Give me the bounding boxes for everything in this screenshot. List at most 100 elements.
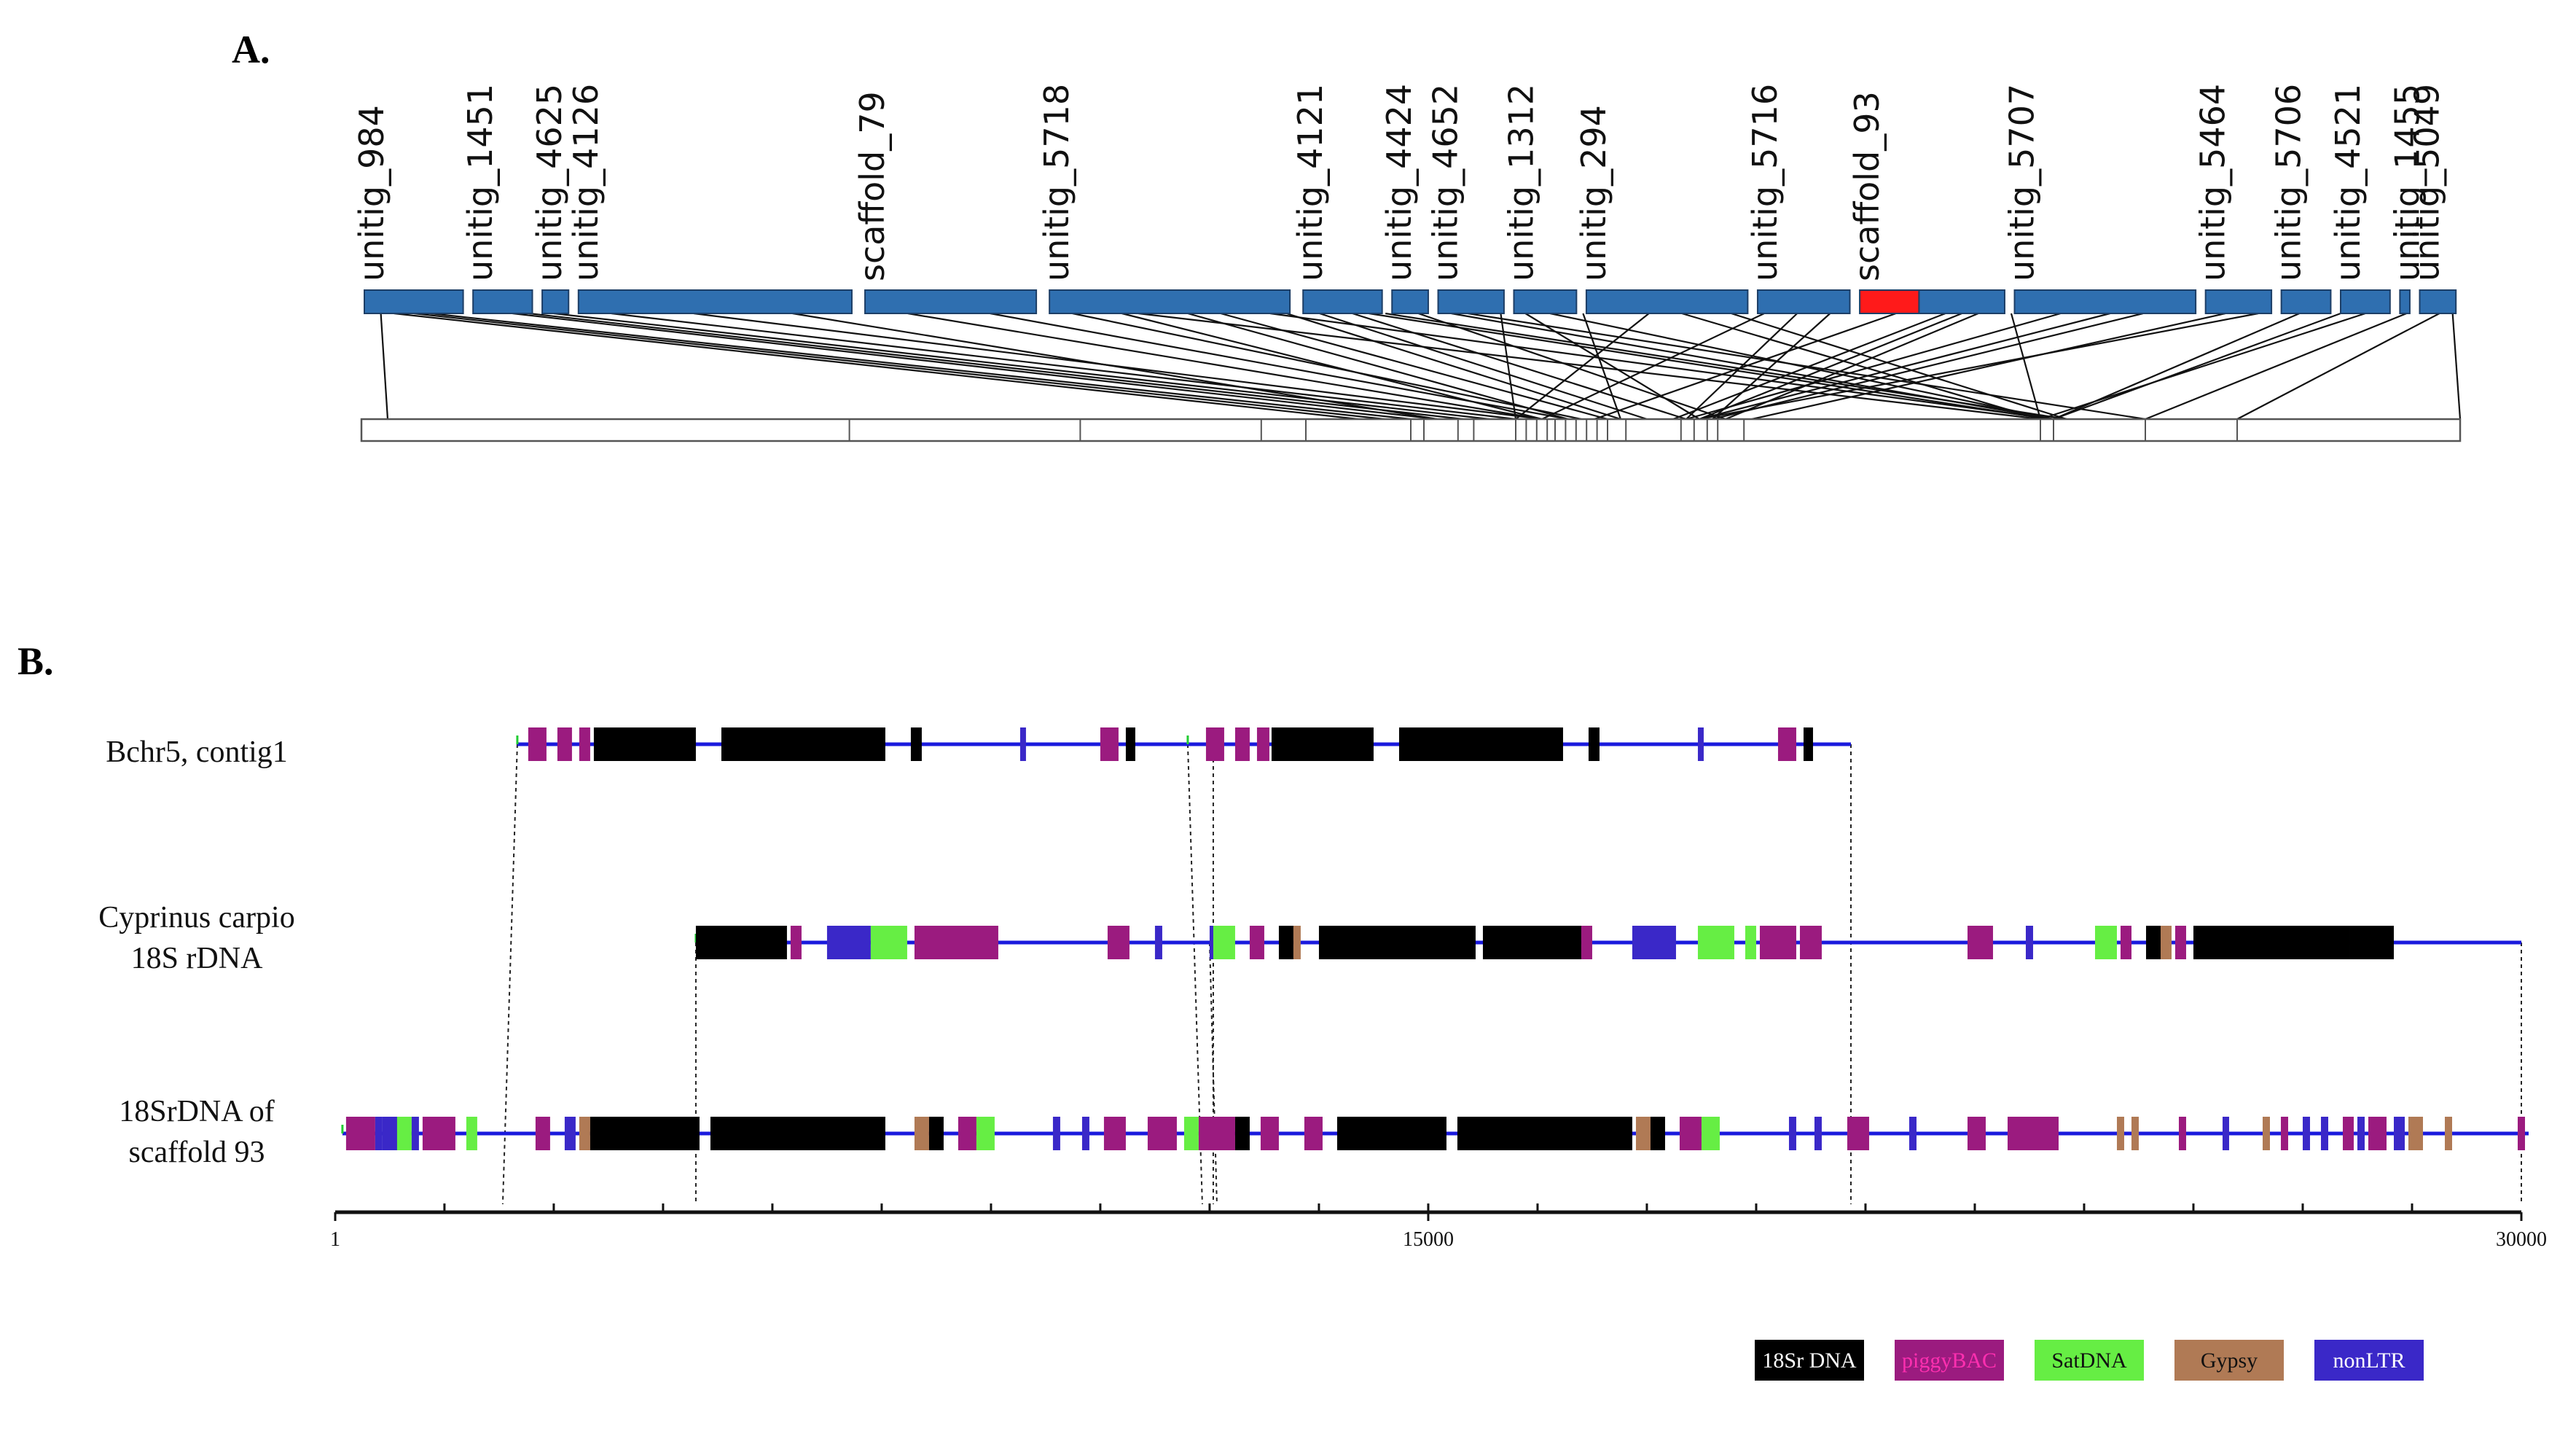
contig-bar[interactable] — [2204, 289, 2273, 314]
link-line — [1451, 312, 2054, 421]
feature-nonLTR — [1908, 1117, 1917, 1150]
feature-18SrDNA — [1318, 926, 1476, 959]
feature-18SrDNA — [1336, 1117, 1446, 1150]
contig-unitig_4121[interactable]: unitig_4121 — [1291, 84, 1383, 314]
contig-unitig_4625[interactable]: unitig_4625 — [530, 84, 570, 314]
contig-scaffold_93[interactable]: scaffold_93 — [1847, 91, 1920, 314]
link-line — [394, 312, 1359, 421]
feature-nonLTR — [2393, 1117, 2405, 1150]
feature-piggyBAC — [1967, 926, 1993, 959]
track-bchr5: Bchr5, contig1 — [106, 727, 1851, 769]
contig-bar[interactable] — [1049, 289, 1291, 314]
contig-unitig_5706[interactable]: unitig_5706 — [2269, 84, 2332, 314]
contig-bar[interactable] — [472, 289, 533, 314]
contig-unitig_1312[interactable]: unitig_1312 — [1501, 84, 1578, 314]
link-line — [907, 312, 1543, 421]
feature-piggyBAC — [1847, 1117, 1869, 1150]
link-line — [2145, 312, 2407, 421]
contig-bar[interactable] — [1756, 289, 1851, 314]
contig-unitig_984[interactable]: unitig_984 — [352, 105, 464, 314]
feature-SatDNA — [1183, 1117, 1199, 1150]
contig-unitig_5718[interactable]: unitig_5718 — [1037, 84, 1291, 314]
contig-unitig_294[interactable]: unitig_294 — [1574, 105, 1749, 314]
link-line — [528, 312, 1464, 421]
feature-18SrDNA — [695, 926, 787, 959]
contig-bar[interactable] — [577, 289, 853, 314]
feature-18SrDNA — [721, 727, 885, 761]
feature-nonLTR — [1052, 1117, 1060, 1150]
link-line — [1582, 313, 1622, 420]
contig-unitig_1455[interactable]: unitig_1455 — [2387, 84, 2427, 314]
contig-unitig_5707[interactable]: unitig_5707 — [2003, 84, 2197, 314]
link-line — [1269, 312, 2054, 421]
feature-nonLTR — [2222, 1117, 2229, 1150]
contig-label: unitig_4126 — [566, 84, 606, 281]
feature-piggyBAC — [1234, 727, 1250, 761]
contig-bar[interactable] — [864, 289, 1038, 314]
legend-label: 18Sr DNA — [1762, 1349, 1857, 1373]
contig-unitig_1451[interactable]: unitig_1451 — [461, 84, 533, 314]
contig-bar[interactable] — [541, 289, 570, 314]
feature-18SrDNA — [1398, 727, 1563, 761]
feature-SatDNA — [2094, 926, 2117, 959]
track-label: Bchr5, contig1 — [106, 735, 288, 769]
feature-SatDNA — [1213, 926, 1235, 959]
feature-piggyBAC — [1147, 1117, 1177, 1150]
axis-tick-label: 30000 — [2496, 1228, 2547, 1251]
contig-label: unitig_4424 — [1379, 84, 1419, 281]
contig-bar[interactable] — [2419, 289, 2457, 314]
link-line — [1072, 312, 1582, 421]
feature-piggyBAC — [2178, 1117, 2186, 1150]
contig-bar[interactable] — [1585, 289, 1749, 314]
contig-bar[interactable] — [1513, 289, 1578, 314]
contig-label: unitig_4521 — [2328, 84, 2368, 281]
contig-unitig_5464[interactable]: unitig_5464 — [2193, 84, 2273, 314]
contig-unitig_4652[interactable]: unitig_4652 — [1426, 84, 1505, 314]
contig-bar[interactable] — [1437, 289, 1505, 314]
contig-bar[interactable] — [2013, 289, 2197, 314]
feature-piggyBAC — [1967, 1117, 1986, 1150]
feature-piggyBAC — [2368, 1117, 2387, 1150]
link-line — [1220, 312, 1608, 421]
feature-nonLTR — [1632, 926, 1676, 959]
track-label: 18S rDNA — [131, 942, 264, 975]
feature-piggyBAC — [1581, 926, 1592, 959]
contig-bar[interactable] — [1302, 289, 1383, 314]
contig-unitig_5049[interactable]: unitig_5049 — [2407, 84, 2457, 314]
contig-bar[interactable] — [2399, 289, 2411, 314]
feature-SatDNA — [396, 1117, 412, 1150]
feature-18SrDNA — [2349, 926, 2394, 959]
reference-chromosome — [360, 418, 2462, 442]
contig-bar[interactable] — [2280, 289, 2332, 314]
link-line — [553, 312, 1490, 421]
link-line — [512, 312, 1438, 421]
feature-nonLTR — [1154, 926, 1162, 959]
feature-piggyBAC — [422, 1117, 455, 1150]
contig-unitig_4521[interactable]: unitig_4521 — [2328, 84, 2391, 314]
link-line — [1319, 312, 1648, 421]
feature-SatDNA — [466, 1117, 477, 1150]
contig-label: unitig_4652 — [1426, 84, 1465, 281]
contig-bar[interactable] — [1859, 289, 1920, 314]
feature-piggyBAC — [2174, 926, 2186, 959]
contig-bar[interactable] — [364, 289, 464, 314]
feature-piggyBAC — [557, 727, 572, 761]
panel-b-label: B. — [17, 639, 54, 683]
legend-swatch — [2035, 1340, 2144, 1381]
contig-bar[interactable] — [1918, 289, 2005, 314]
contig-bar[interactable] — [1391, 289, 1429, 314]
contig-unitig_4126[interactable]: unitig_4126 — [566, 84, 853, 314]
legend-item-gypsy: Gypsy — [2174, 1340, 2284, 1381]
contig-scaffold_79[interactable]: scaffold_79 — [853, 91, 1038, 314]
contig-unitig_4424[interactable]: unitig_4424 — [1379, 84, 1429, 314]
contig-unnamed[interactable] — [1918, 289, 2005, 314]
contig-bar[interactable] — [2340, 289, 2391, 314]
link-line — [1121, 312, 1543, 421]
link-line — [1468, 312, 2146, 421]
tracks: Bchr5, contig1 Cyprinus carpio 18S rDNA 18S… — [98, 727, 2529, 1169]
feature-piggyBAC — [579, 727, 590, 761]
feature-piggyBAC — [1249, 926, 1264, 959]
feature-Gypsy — [579, 1117, 590, 1150]
contig-label: scaffold_93 — [1847, 91, 1887, 281]
contig-unitig_5716[interactable]: unitig_5716 — [1745, 84, 1851, 314]
